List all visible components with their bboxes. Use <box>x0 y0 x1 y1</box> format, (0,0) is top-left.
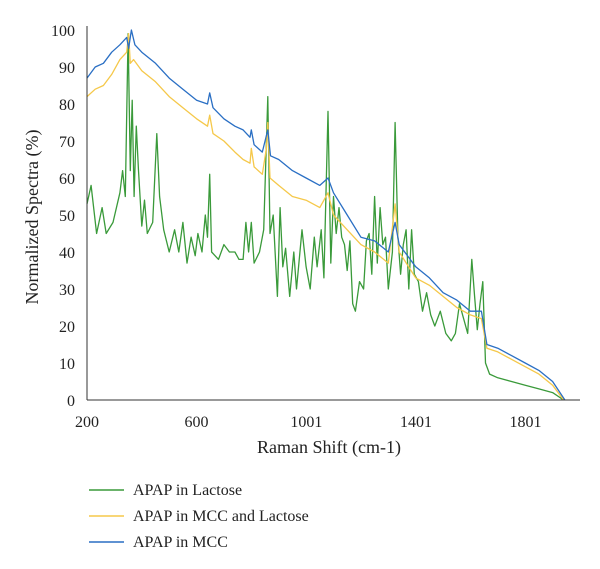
legend-item: APAP in Lactose <box>89 482 242 499</box>
legend-label: APAP in MCC and Lactose <box>133 508 309 525</box>
series-line-1 <box>86 33 564 401</box>
legend-label: APAP in MCC <box>133 534 228 551</box>
y-tick-label: 70 <box>59 134 75 151</box>
tick-labels: 0 10 20 30 40 50 60 70 80 90 100 200 600 1001 1401 1801 <box>51 23 541 431</box>
legend-item: APAP in MCC and Lactose <box>89 508 309 525</box>
y-tick-label: 30 <box>59 282 75 299</box>
y-tick-label: 40 <box>59 245 75 262</box>
x-tick-label: 1001 <box>290 414 322 431</box>
x-tick-label: 200 <box>75 414 99 431</box>
y-axis-title: Normalized Spectra (%) <box>22 130 43 305</box>
y-tick-label: 10 <box>59 356 75 373</box>
series-line-3 <box>86 29 566 401</box>
y-tick-label: 90 <box>59 60 75 77</box>
y-tick-label: 60 <box>59 171 75 188</box>
y-tick-label: 20 <box>59 319 75 336</box>
legend-item: APAP in MCC <box>89 534 228 551</box>
x-tick-label: 1401 <box>400 414 432 431</box>
y-tick-label: 80 <box>59 97 75 114</box>
legend-label: APAP in Lactose <box>133 482 242 499</box>
plot-lines <box>86 29 566 401</box>
y-tick-label: 50 <box>59 208 75 225</box>
y-tick-label: 0 <box>67 393 75 410</box>
series-line-2 <box>86 33 565 401</box>
x-tick-label: 600 <box>185 414 209 431</box>
x-axis-title: Raman Shift (cm-1) <box>257 437 401 458</box>
axes <box>86 26 580 401</box>
y-tick-label: 100 <box>51 23 75 40</box>
legend: APAP in Lactose APAP in MCC and Lactose AP… <box>89 482 309 551</box>
x-tick-label: 1801 <box>509 414 541 431</box>
